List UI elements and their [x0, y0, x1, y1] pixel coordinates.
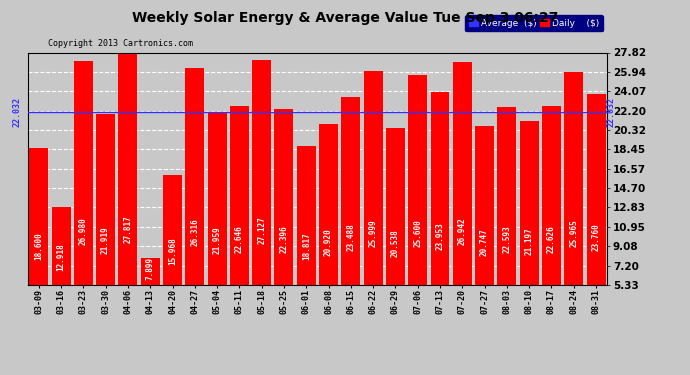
Text: 22.032: 22.032: [606, 98, 615, 128]
Bar: [253, 60, 271, 285]
Bar: [520, 121, 539, 285]
Text: 26.980: 26.980: [79, 217, 88, 245]
Bar: [431, 93, 449, 285]
Text: 27.127: 27.127: [257, 217, 266, 244]
Bar: [52, 207, 70, 285]
Bar: [297, 146, 316, 285]
Bar: [364, 71, 382, 285]
Text: 12.918: 12.918: [57, 243, 66, 271]
Text: 18.817: 18.817: [302, 232, 310, 260]
Bar: [453, 62, 472, 285]
Bar: [74, 61, 92, 285]
Legend: Average  ($), Daily    ($): Average ($), Daily ($): [465, 15, 602, 32]
Bar: [275, 109, 293, 285]
Text: Copyright 2013 Cartronics.com: Copyright 2013 Cartronics.com: [48, 39, 193, 48]
Text: 20.920: 20.920: [324, 228, 333, 256]
Text: 26.942: 26.942: [457, 217, 467, 245]
Bar: [408, 75, 427, 285]
Text: 21.919: 21.919: [101, 226, 110, 254]
Bar: [208, 113, 226, 285]
Text: 25.965: 25.965: [569, 219, 578, 247]
Bar: [564, 72, 583, 285]
Bar: [141, 258, 159, 285]
Text: 22.626: 22.626: [547, 225, 556, 253]
Text: 22.032: 22.032: [13, 98, 22, 128]
Text: Weekly Solar Energy & Average Value Tue Sep 3 06:27: Weekly Solar Energy & Average Value Tue …: [132, 11, 558, 25]
Bar: [497, 106, 516, 285]
Text: 22.396: 22.396: [279, 225, 288, 253]
Bar: [475, 126, 494, 285]
Bar: [230, 106, 249, 285]
Text: 20.747: 20.747: [480, 228, 489, 256]
Text: 25.999: 25.999: [368, 219, 377, 246]
Text: 27.817: 27.817: [124, 215, 132, 243]
Bar: [186, 68, 204, 285]
Bar: [542, 106, 561, 285]
Bar: [586, 94, 606, 285]
Text: 21.959: 21.959: [213, 226, 221, 254]
Text: 15.968: 15.968: [168, 237, 177, 265]
Text: 21.197: 21.197: [524, 228, 533, 255]
Text: 18.600: 18.600: [34, 232, 43, 260]
Bar: [386, 128, 405, 285]
Bar: [342, 97, 360, 285]
Bar: [29, 148, 48, 285]
Text: 23.488: 23.488: [346, 224, 355, 251]
Bar: [163, 175, 182, 285]
Text: 23.953: 23.953: [435, 223, 444, 251]
Bar: [319, 124, 338, 285]
Text: 22.646: 22.646: [235, 225, 244, 253]
Text: 26.316: 26.316: [190, 218, 199, 246]
Text: 25.600: 25.600: [413, 219, 422, 247]
Text: 7.899: 7.899: [146, 257, 155, 280]
Bar: [119, 53, 137, 285]
Text: 23.760: 23.760: [591, 223, 600, 251]
Text: 22.593: 22.593: [502, 225, 511, 253]
Text: 20.538: 20.538: [391, 229, 400, 257]
Bar: [96, 114, 115, 285]
